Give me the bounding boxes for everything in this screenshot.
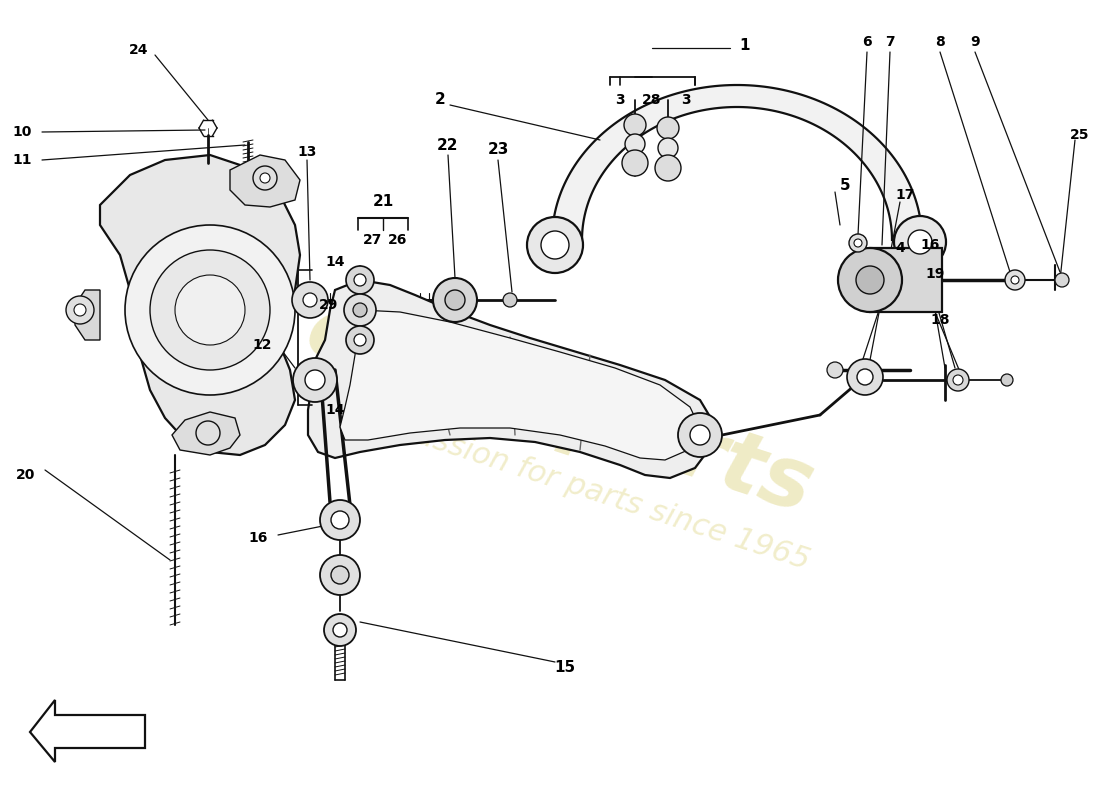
Text: 3: 3	[615, 93, 625, 107]
Circle shape	[1055, 273, 1069, 287]
Circle shape	[827, 362, 843, 378]
Text: 8: 8	[935, 35, 945, 49]
Text: 5: 5	[839, 178, 850, 193]
Circle shape	[953, 375, 962, 385]
Text: 28: 28	[642, 93, 662, 107]
Circle shape	[856, 266, 884, 294]
Circle shape	[621, 150, 648, 176]
Circle shape	[292, 282, 328, 318]
Circle shape	[346, 326, 374, 354]
Text: 16: 16	[249, 531, 268, 545]
Circle shape	[1005, 270, 1025, 290]
Polygon shape	[308, 280, 715, 478]
Circle shape	[678, 413, 722, 457]
Text: 3: 3	[681, 93, 691, 107]
Circle shape	[654, 155, 681, 181]
Circle shape	[354, 274, 366, 286]
Text: 7: 7	[886, 35, 894, 49]
Circle shape	[433, 278, 477, 322]
Circle shape	[331, 511, 349, 529]
Text: 29: 29	[319, 298, 338, 312]
Circle shape	[657, 117, 679, 139]
Circle shape	[446, 290, 465, 310]
Circle shape	[658, 138, 678, 158]
Polygon shape	[552, 85, 922, 240]
Circle shape	[503, 293, 517, 307]
Circle shape	[894, 216, 946, 268]
Text: 11: 11	[12, 153, 32, 167]
Text: 26: 26	[388, 233, 408, 247]
Text: 14: 14	[324, 403, 344, 417]
Circle shape	[331, 566, 349, 584]
Polygon shape	[172, 412, 240, 455]
Circle shape	[849, 234, 867, 252]
Text: 6: 6	[862, 35, 872, 49]
Circle shape	[947, 369, 969, 391]
Circle shape	[353, 303, 367, 317]
Polygon shape	[30, 700, 145, 762]
Text: 18: 18	[931, 313, 949, 327]
Circle shape	[324, 614, 356, 646]
Text: 2: 2	[434, 93, 446, 107]
Text: 9: 9	[970, 35, 980, 49]
Circle shape	[125, 225, 295, 395]
Circle shape	[175, 275, 245, 345]
Circle shape	[847, 359, 883, 395]
Circle shape	[624, 114, 646, 136]
Circle shape	[333, 623, 346, 637]
Circle shape	[260, 173, 270, 183]
Text: 14: 14	[324, 255, 344, 269]
Circle shape	[838, 248, 902, 312]
Circle shape	[253, 166, 277, 190]
Text: 17: 17	[895, 188, 915, 202]
Text: a passion for parts since 1965: a passion for parts since 1965	[366, 405, 814, 575]
Circle shape	[196, 421, 220, 445]
Text: 27: 27	[363, 233, 383, 247]
Circle shape	[854, 239, 862, 247]
Circle shape	[625, 134, 645, 154]
Circle shape	[302, 293, 317, 307]
Circle shape	[150, 250, 270, 370]
Circle shape	[320, 555, 360, 595]
Polygon shape	[230, 155, 300, 207]
Circle shape	[541, 231, 569, 259]
Text: 15: 15	[554, 659, 575, 674]
Text: 21: 21	[373, 194, 394, 210]
Circle shape	[346, 266, 374, 294]
Polygon shape	[340, 310, 700, 460]
Text: 12: 12	[253, 338, 272, 352]
Polygon shape	[100, 155, 300, 455]
Text: 10: 10	[12, 125, 32, 139]
Text: 24: 24	[129, 43, 149, 57]
Text: 16: 16	[921, 238, 939, 252]
Circle shape	[690, 425, 710, 445]
Circle shape	[344, 294, 376, 326]
Circle shape	[857, 369, 873, 385]
Polygon shape	[75, 290, 100, 340]
Text: 1: 1	[739, 38, 750, 53]
Polygon shape	[870, 248, 942, 312]
Text: 4: 4	[895, 241, 905, 255]
Text: 20: 20	[15, 468, 35, 482]
Text: 25: 25	[1070, 128, 1090, 142]
Circle shape	[354, 334, 366, 346]
Circle shape	[1011, 276, 1019, 284]
Circle shape	[305, 370, 324, 390]
Circle shape	[1001, 374, 1013, 386]
Circle shape	[66, 296, 94, 324]
Text: 13: 13	[297, 145, 317, 159]
Text: 22: 22	[438, 138, 459, 153]
Text: eurosports: eurosports	[296, 289, 824, 531]
Text: 23: 23	[487, 142, 508, 158]
Circle shape	[74, 304, 86, 316]
Text: 19: 19	[925, 267, 945, 281]
Circle shape	[908, 230, 932, 254]
Circle shape	[320, 500, 360, 540]
Circle shape	[527, 217, 583, 273]
Circle shape	[293, 358, 337, 402]
